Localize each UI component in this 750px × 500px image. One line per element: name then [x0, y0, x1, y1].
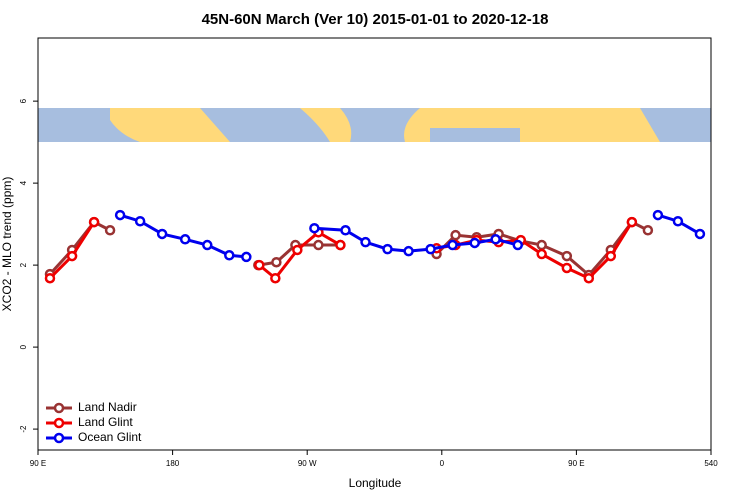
data-point — [292, 244, 303, 256]
data-point — [626, 216, 638, 228]
data-point — [382, 243, 393, 255]
y-tick-label: 6 — [19, 98, 28, 103]
map-band — [38, 108, 711, 142]
data-point — [179, 234, 191, 245]
data-point — [536, 239, 547, 251]
data-point — [583, 272, 595, 284]
y-tick-label: 2 — [19, 262, 28, 267]
data-point — [271, 256, 282, 268]
legend-marker — [53, 432, 65, 444]
legend-label: Land Glint — [78, 415, 133, 429]
x-tick-label: 90 W — [298, 459, 317, 468]
data-point — [450, 229, 461, 241]
y-tick-label: 4 — [19, 180, 28, 185]
map-sea — [200, 108, 330, 142]
data-point — [202, 239, 213, 251]
data-point — [66, 250, 78, 262]
data-point — [672, 215, 684, 227]
x-tick-label: 540 — [704, 459, 718, 468]
data-point — [44, 272, 56, 284]
data-point — [340, 225, 351, 236]
legend-marker — [53, 402, 65, 414]
data-point — [694, 228, 706, 240]
data-point — [114, 209, 126, 221]
data-point — [652, 209, 664, 221]
y-tick-label: -2 — [19, 425, 28, 433]
data-point — [642, 225, 654, 236]
legend-marker — [53, 417, 65, 429]
x-tick-label: 90 E — [568, 459, 584, 468]
data-point — [104, 225, 116, 236]
data-point — [313, 239, 324, 251]
chart-title: 45N-60N March (Ver 10) 2015-01-01 to 202… — [202, 11, 549, 28]
data-point — [403, 245, 414, 257]
legend-label: Ocean Glint — [78, 430, 142, 444]
x-tick-label: 90 E — [30, 459, 46, 468]
data-point — [469, 237, 480, 249]
data-point — [512, 239, 524, 251]
x-axis-label: Longitude — [349, 476, 402, 490]
data-point — [224, 250, 235, 261]
data-point — [335, 239, 346, 251]
data-point — [425, 243, 436, 255]
map-sea — [38, 108, 140, 142]
data-point — [447, 239, 458, 251]
data-point — [156, 228, 168, 240]
x-tick-label: 180 — [166, 459, 180, 468]
data-point — [88, 216, 100, 228]
data-point — [254, 259, 265, 271]
data-point — [134, 215, 146, 227]
data-point — [270, 272, 281, 284]
data-point — [241, 251, 252, 263]
data-point — [536, 248, 547, 260]
plot-frame — [37, 37, 712, 451]
data-point — [561, 262, 573, 274]
y-axis-label: XCO2 - MLO trend (ppm) — [0, 177, 14, 312]
map-sea — [340, 108, 420, 142]
legend-label: Land Nadir — [78, 400, 137, 414]
map-sea — [430, 128, 520, 142]
data-point — [360, 236, 371, 248]
map-sea — [640, 108, 711, 142]
data-point — [490, 234, 501, 245]
x-tick-label: 0 — [440, 459, 445, 468]
data-point — [309, 222, 320, 234]
y-tick-label: 0 — [19, 344, 28, 349]
data-point — [561, 250, 573, 262]
data-point — [605, 250, 617, 262]
